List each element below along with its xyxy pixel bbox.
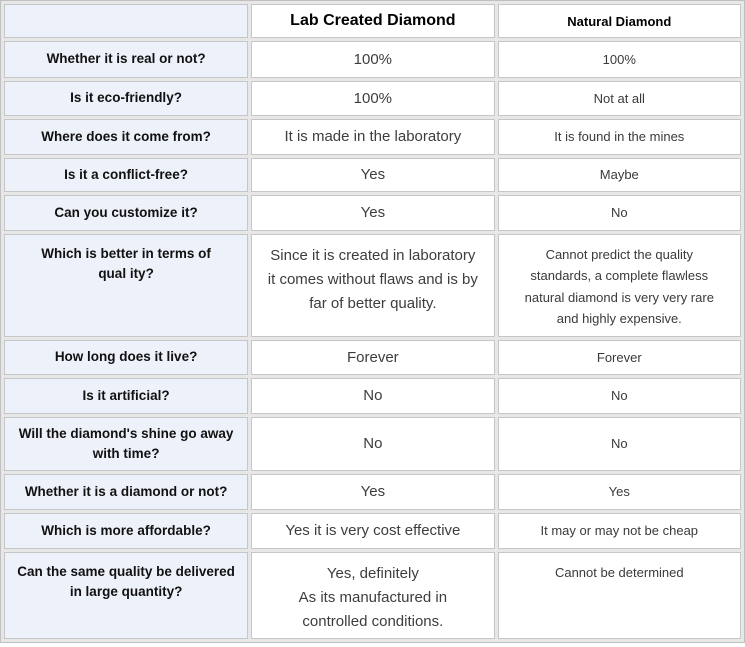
corner-header-cell	[4, 4, 249, 38]
lab-answer-cell: Yes	[251, 474, 495, 510]
table-row: How long does it live? Forever Forever	[4, 340, 741, 375]
table-row: Is it a conflict-free? Yes Maybe	[4, 158, 741, 192]
question-cell: Will the diamond's shine go away with ti…	[4, 417, 249, 471]
natural-answer-cell: Forever	[497, 340, 741, 375]
question-cell: Is it eco-friendly?	[4, 81, 249, 116]
table-row: Can the same quality be delivered in lar…	[4, 552, 741, 639]
natural-answer-cell: Not at all	[497, 81, 741, 116]
question-cell: Where does it come from?	[4, 119, 249, 155]
table-row: Can you customize it? Yes No	[4, 195, 741, 231]
lab-answer-cell: 100%	[251, 81, 495, 116]
natural-answer-cell: Cannot predict the quality standards, a …	[497, 234, 741, 337]
table-row: Is it eco-friendly? 100% Not at all	[4, 81, 741, 116]
natural-answer-cell: It is found in the mines	[497, 119, 741, 155]
table-row: Where does it come from? It is made in t…	[4, 119, 741, 155]
natural-answer-cell: No	[497, 195, 741, 231]
header-row: Lab Created Diamond Natural Diamond	[4, 4, 741, 38]
lab-answer-cell: Yes it is very cost effective	[251, 513, 495, 549]
lab-answer-cell: Yes	[251, 195, 495, 231]
question-cell: Which is more affordable?	[4, 513, 249, 549]
natural-answer-cell: No	[497, 378, 741, 414]
question-cell: Can you customize it?	[4, 195, 249, 231]
question-cell: Can the same quality be delivered in lar…	[4, 552, 249, 639]
table-row: Which is more affordable? Yes it is very…	[4, 513, 741, 549]
question-cell: Whether it is a diamond or not?	[4, 474, 249, 510]
natural-answer-cell: Cannot be determined	[497, 552, 741, 639]
table-row: Which is better in terms of qual ity? Si…	[4, 234, 741, 337]
question-cell: Which is better in terms of qual ity?	[4, 234, 249, 337]
lab-answer-cell: No	[251, 417, 495, 471]
lab-answer-cell: 100%	[251, 41, 495, 78]
lab-answer-cell: Yes	[251, 158, 495, 192]
natural-answer-cell: Yes	[497, 474, 741, 510]
table-row: Whether it is a diamond or not? Yes Yes	[4, 474, 741, 510]
table-row: Whether it is real or not? 100% 100%	[4, 41, 741, 78]
question-cell: Is it a conflict-free?	[4, 158, 249, 192]
natural-answer-cell: It may or may not be cheap	[497, 513, 741, 549]
natural-answer-cell: No	[497, 417, 741, 471]
lab-answer-cell: No	[251, 378, 495, 414]
column-header-natural-diamond: Natural Diamond	[497, 4, 741, 38]
question-cell: Is it artificial?	[4, 378, 249, 414]
table-row: Will the diamond's shine go away with ti…	[4, 417, 741, 471]
lab-answer-cell: It is made in the laboratory	[251, 119, 495, 155]
natural-answer-cell: Maybe	[497, 158, 741, 192]
natural-answer-cell: 100%	[497, 41, 741, 78]
lab-answer-cell: Since it is created in laboratory it com…	[251, 234, 495, 337]
column-header-lab-created-diamond: Lab Created Diamond	[251, 4, 495, 38]
table-row: Is it artificial? No No	[4, 378, 741, 414]
question-cell: How long does it live?	[4, 340, 249, 375]
lab-answer-cell: Forever	[251, 340, 495, 375]
question-cell: Whether it is real or not?	[4, 41, 249, 78]
lab-answer-cell: Yes, definitely As its manufactured in c…	[251, 552, 495, 639]
